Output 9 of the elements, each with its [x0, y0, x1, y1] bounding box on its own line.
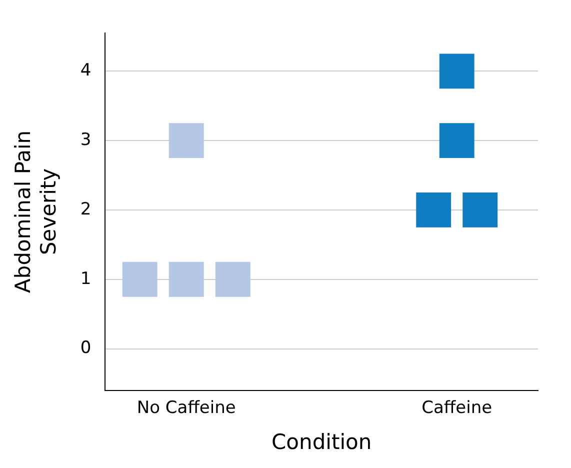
y-tick-label: 4 [80, 60, 92, 81]
x-tick-label: Caffeine [422, 398, 492, 418]
x-tick-label: No Caffeine [136, 398, 236, 418]
y-tick-label: 0 [80, 338, 92, 358]
y-tick-label: 1 [80, 268, 92, 289]
y-tick-label: 2 [80, 199, 92, 220]
y-tick-label: 3 [80, 130, 92, 150]
y-axis-title: Abdominal Pain Severity [11, 130, 60, 293]
x-axis-title: Condition [272, 430, 372, 454]
